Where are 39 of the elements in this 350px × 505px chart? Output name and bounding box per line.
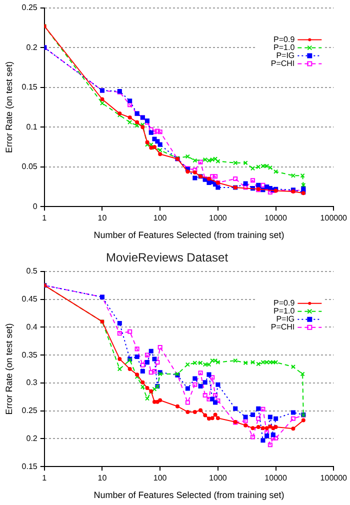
legend-label: P=0.9: [274, 35, 296, 44]
x-axis-title: Number of Features Selected (from training set): [94, 490, 284, 500]
legend-label: P=0.9: [274, 298, 296, 308]
legend-label: P=IG: [276, 314, 295, 324]
y-tick-label: 0.15: [22, 462, 38, 471]
y-axis-title: Error Rate (on test set): [4, 61, 14, 153]
y-tick-label: 0.2: [26, 42, 38, 52]
x-tick-label: 100000: [320, 474, 348, 483]
legend-label: P=1.0: [274, 306, 296, 316]
x-tick-label: 100000: [320, 214, 348, 223]
y-tick-label: 0.25: [22, 406, 38, 416]
y-tick-label: 0.2: [26, 434, 38, 443]
x-tick-label: 10: [98, 474, 108, 483]
y-tick-label: 0.25: [22, 3, 38, 12]
y-tick-label: 0.4: [26, 322, 38, 332]
y-tick-label: 0.45: [22, 294, 38, 304]
x-tick-label: 1: [42, 474, 48, 483]
y-tick-label: 0: [32, 202, 38, 211]
y-tick-label: 0.5: [26, 266, 38, 276]
y-tick-label: 0.05: [22, 162, 38, 172]
y-axis-title: Error Rate (on test set): [4, 323, 14, 415]
x-tick-label: 10000: [264, 214, 288, 223]
x-tick-label: 10000: [264, 474, 288, 483]
x-tick-label: 100: [153, 474, 168, 483]
legend-label: P=1.0: [274, 43, 296, 52]
chart-title: MovieReviews Dataset: [106, 250, 229, 265]
x-tick-label: 10: [98, 214, 108, 223]
legend-label: P=CHI: [270, 59, 295, 68]
x-tick-label: 100: [153, 214, 168, 223]
legend-label: P=CHI: [270, 322, 295, 332]
x-axis-title: Number of Features Selected (from training set): [94, 230, 284, 240]
legend-label: P=IG: [276, 51, 295, 60]
x-tick-label: 1: [42, 214, 48, 223]
y-tick-label: 0.35: [22, 350, 38, 360]
y-tick-label: 0.3: [26, 378, 38, 388]
y-tick-label: 0.15: [22, 82, 38, 92]
x-tick-label: 1000: [209, 474, 228, 483]
x-tick-label: 1000: [209, 214, 228, 223]
y-tick-label: 0.1: [26, 122, 38, 132]
